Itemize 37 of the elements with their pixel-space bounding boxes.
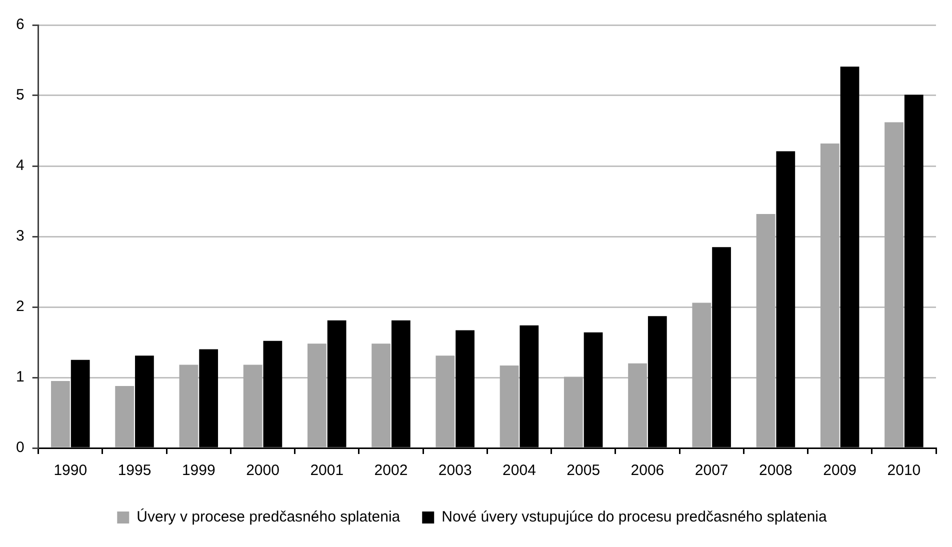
bar [372,344,390,448]
x-tick-label: 2005 [566,462,600,480]
x-tick-label: 1990 [54,462,88,480]
y-tick-label: 5 [16,86,24,104]
bar [628,363,647,448]
x-tick-label: 2010 [887,462,921,480]
x-tick-label: 2006 [630,462,664,480]
legend-label: Nové úvery vstupujúce do procesu predčasného splatenia [442,508,828,526]
x-tick-label: 2007 [694,462,728,480]
bar [307,344,326,448]
bar [500,366,519,448]
y-tick-label: 6 [16,16,24,34]
legend-label: Úvery v procese predčasného splatenia [136,508,401,526]
y-tick-label: 4 [16,157,24,174]
y-tick-label: 3 [16,228,24,245]
bar [756,214,776,448]
x-tick-label: 1995 [118,462,152,480]
bar [115,386,134,448]
x-tick-label: 2009 [823,462,857,480]
x-tick-label: 1999 [182,462,216,480]
bar [884,122,904,448]
x-tick-label: 2004 [502,462,536,480]
x-tick-label: 2003 [438,462,472,480]
y-tick-label: 1 [16,368,24,386]
x-tick-label: 2000 [246,462,280,480]
y-tick-label: 0 [16,439,24,456]
bar [820,143,840,448]
x-tick-label: 2001 [310,462,344,480]
y-tick-label: 2 [16,298,24,316]
bar [243,364,262,448]
bar [51,381,70,448]
bar [564,376,583,448]
bar [692,302,712,448]
bar [436,356,455,448]
bar [179,364,198,448]
x-tick-label: 2002 [374,462,408,480]
x-tick-label: 2008 [759,462,792,480]
